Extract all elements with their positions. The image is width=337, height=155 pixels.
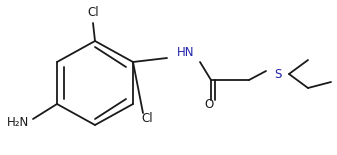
Text: S: S <box>274 69 282 82</box>
Text: HN: HN <box>177 46 195 58</box>
Text: Cl: Cl <box>87 7 99 20</box>
Text: Cl: Cl <box>141 111 153 124</box>
Text: H₂N: H₂N <box>7 115 29 128</box>
Text: O: O <box>204 98 214 111</box>
